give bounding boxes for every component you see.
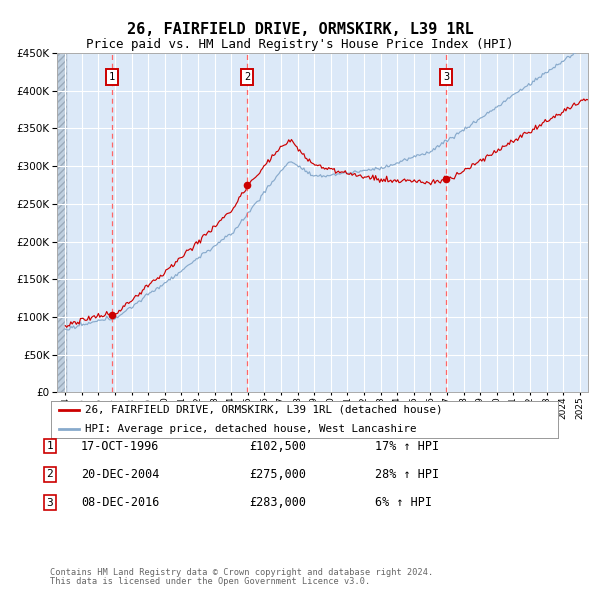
Text: 26, FAIRFIELD DRIVE, ORMSKIRK, L39 1RL: 26, FAIRFIELD DRIVE, ORMSKIRK, L39 1RL	[127, 22, 473, 37]
Text: 3: 3	[46, 498, 53, 507]
Text: 28% ↑ HPI: 28% ↑ HPI	[375, 468, 439, 481]
Text: £283,000: £283,000	[249, 496, 306, 509]
Text: 1: 1	[109, 72, 115, 82]
Text: 6% ↑ HPI: 6% ↑ HPI	[375, 496, 432, 509]
Text: £275,000: £275,000	[249, 468, 306, 481]
Text: 1: 1	[46, 441, 53, 451]
Text: 20-DEC-2004: 20-DEC-2004	[81, 468, 160, 481]
Text: 2: 2	[244, 72, 250, 82]
Text: 3: 3	[443, 72, 449, 82]
Text: £102,500: £102,500	[249, 440, 306, 453]
Text: Price paid vs. HM Land Registry's House Price Index (HPI): Price paid vs. HM Land Registry's House …	[86, 38, 514, 51]
Text: This data is licensed under the Open Government Licence v3.0.: This data is licensed under the Open Gov…	[50, 578, 370, 586]
Text: Contains HM Land Registry data © Crown copyright and database right 2024.: Contains HM Land Registry data © Crown c…	[50, 568, 433, 577]
Text: 08-DEC-2016: 08-DEC-2016	[81, 496, 160, 509]
Text: 17-OCT-1996: 17-OCT-1996	[81, 440, 160, 453]
Text: HPI: Average price, detached house, West Lancashire: HPI: Average price, detached house, West…	[85, 424, 417, 434]
Text: 17% ↑ HPI: 17% ↑ HPI	[375, 440, 439, 453]
Text: 2: 2	[46, 470, 53, 479]
Text: 26, FAIRFIELD DRIVE, ORMSKIRK, L39 1RL (detached house): 26, FAIRFIELD DRIVE, ORMSKIRK, L39 1RL (…	[85, 405, 443, 415]
